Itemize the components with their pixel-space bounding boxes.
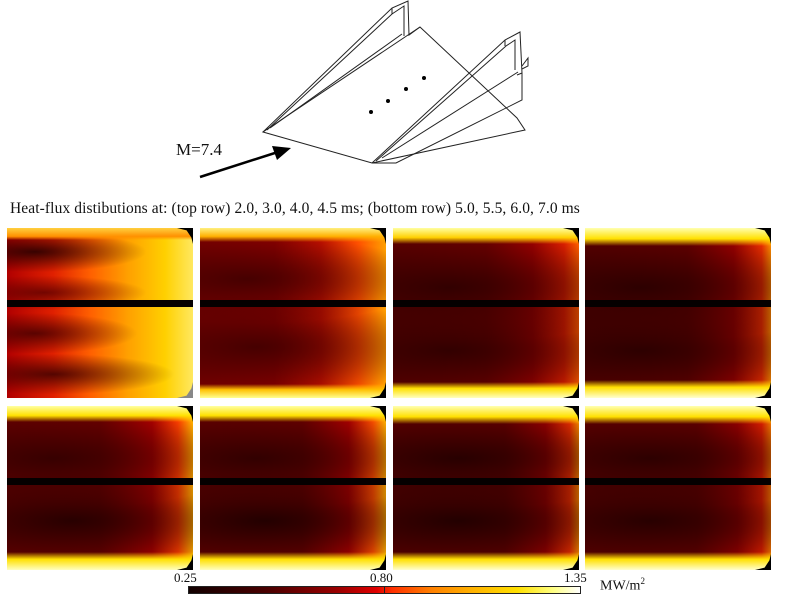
intake-model-diagram — [199, 0, 529, 179]
heatflux-panel-top-3 — [393, 228, 579, 398]
figure-caption: Heat-flux distibutions at: (top row) 2.0… — [10, 200, 580, 217]
heatflux-panel-bottom-4 — [585, 406, 771, 570]
heatflux-panel-top-4 — [585, 228, 771, 398]
heatflux-panel-bottom-3 — [393, 406, 579, 570]
colorbar-max-label: 1.35 — [564, 570, 587, 585]
heatflux-panel-top-2 — [200, 228, 386, 398]
flow-arrow — [199, 146, 291, 179]
heatflux-panel-bottom-2 — [200, 406, 386, 570]
heatflux-panel-bottom-1 — [7, 406, 193, 570]
sensor-dots — [369, 76, 426, 114]
mach-number-label: M=7.4 — [176, 140, 222, 159]
heatflux-panel-top-1 — [7, 228, 193, 398]
colorbar-unit: MW/m2 — [600, 576, 645, 594]
colorbar-mid-label: 0.80 — [370, 570, 393, 585]
colorbar-min-label: 0.25 — [174, 570, 197, 585]
colorbar-mid-tick — [384, 586, 385, 594]
colorbar: 0.25 0.80 1.35 MW/m2 — [174, 570, 645, 598]
